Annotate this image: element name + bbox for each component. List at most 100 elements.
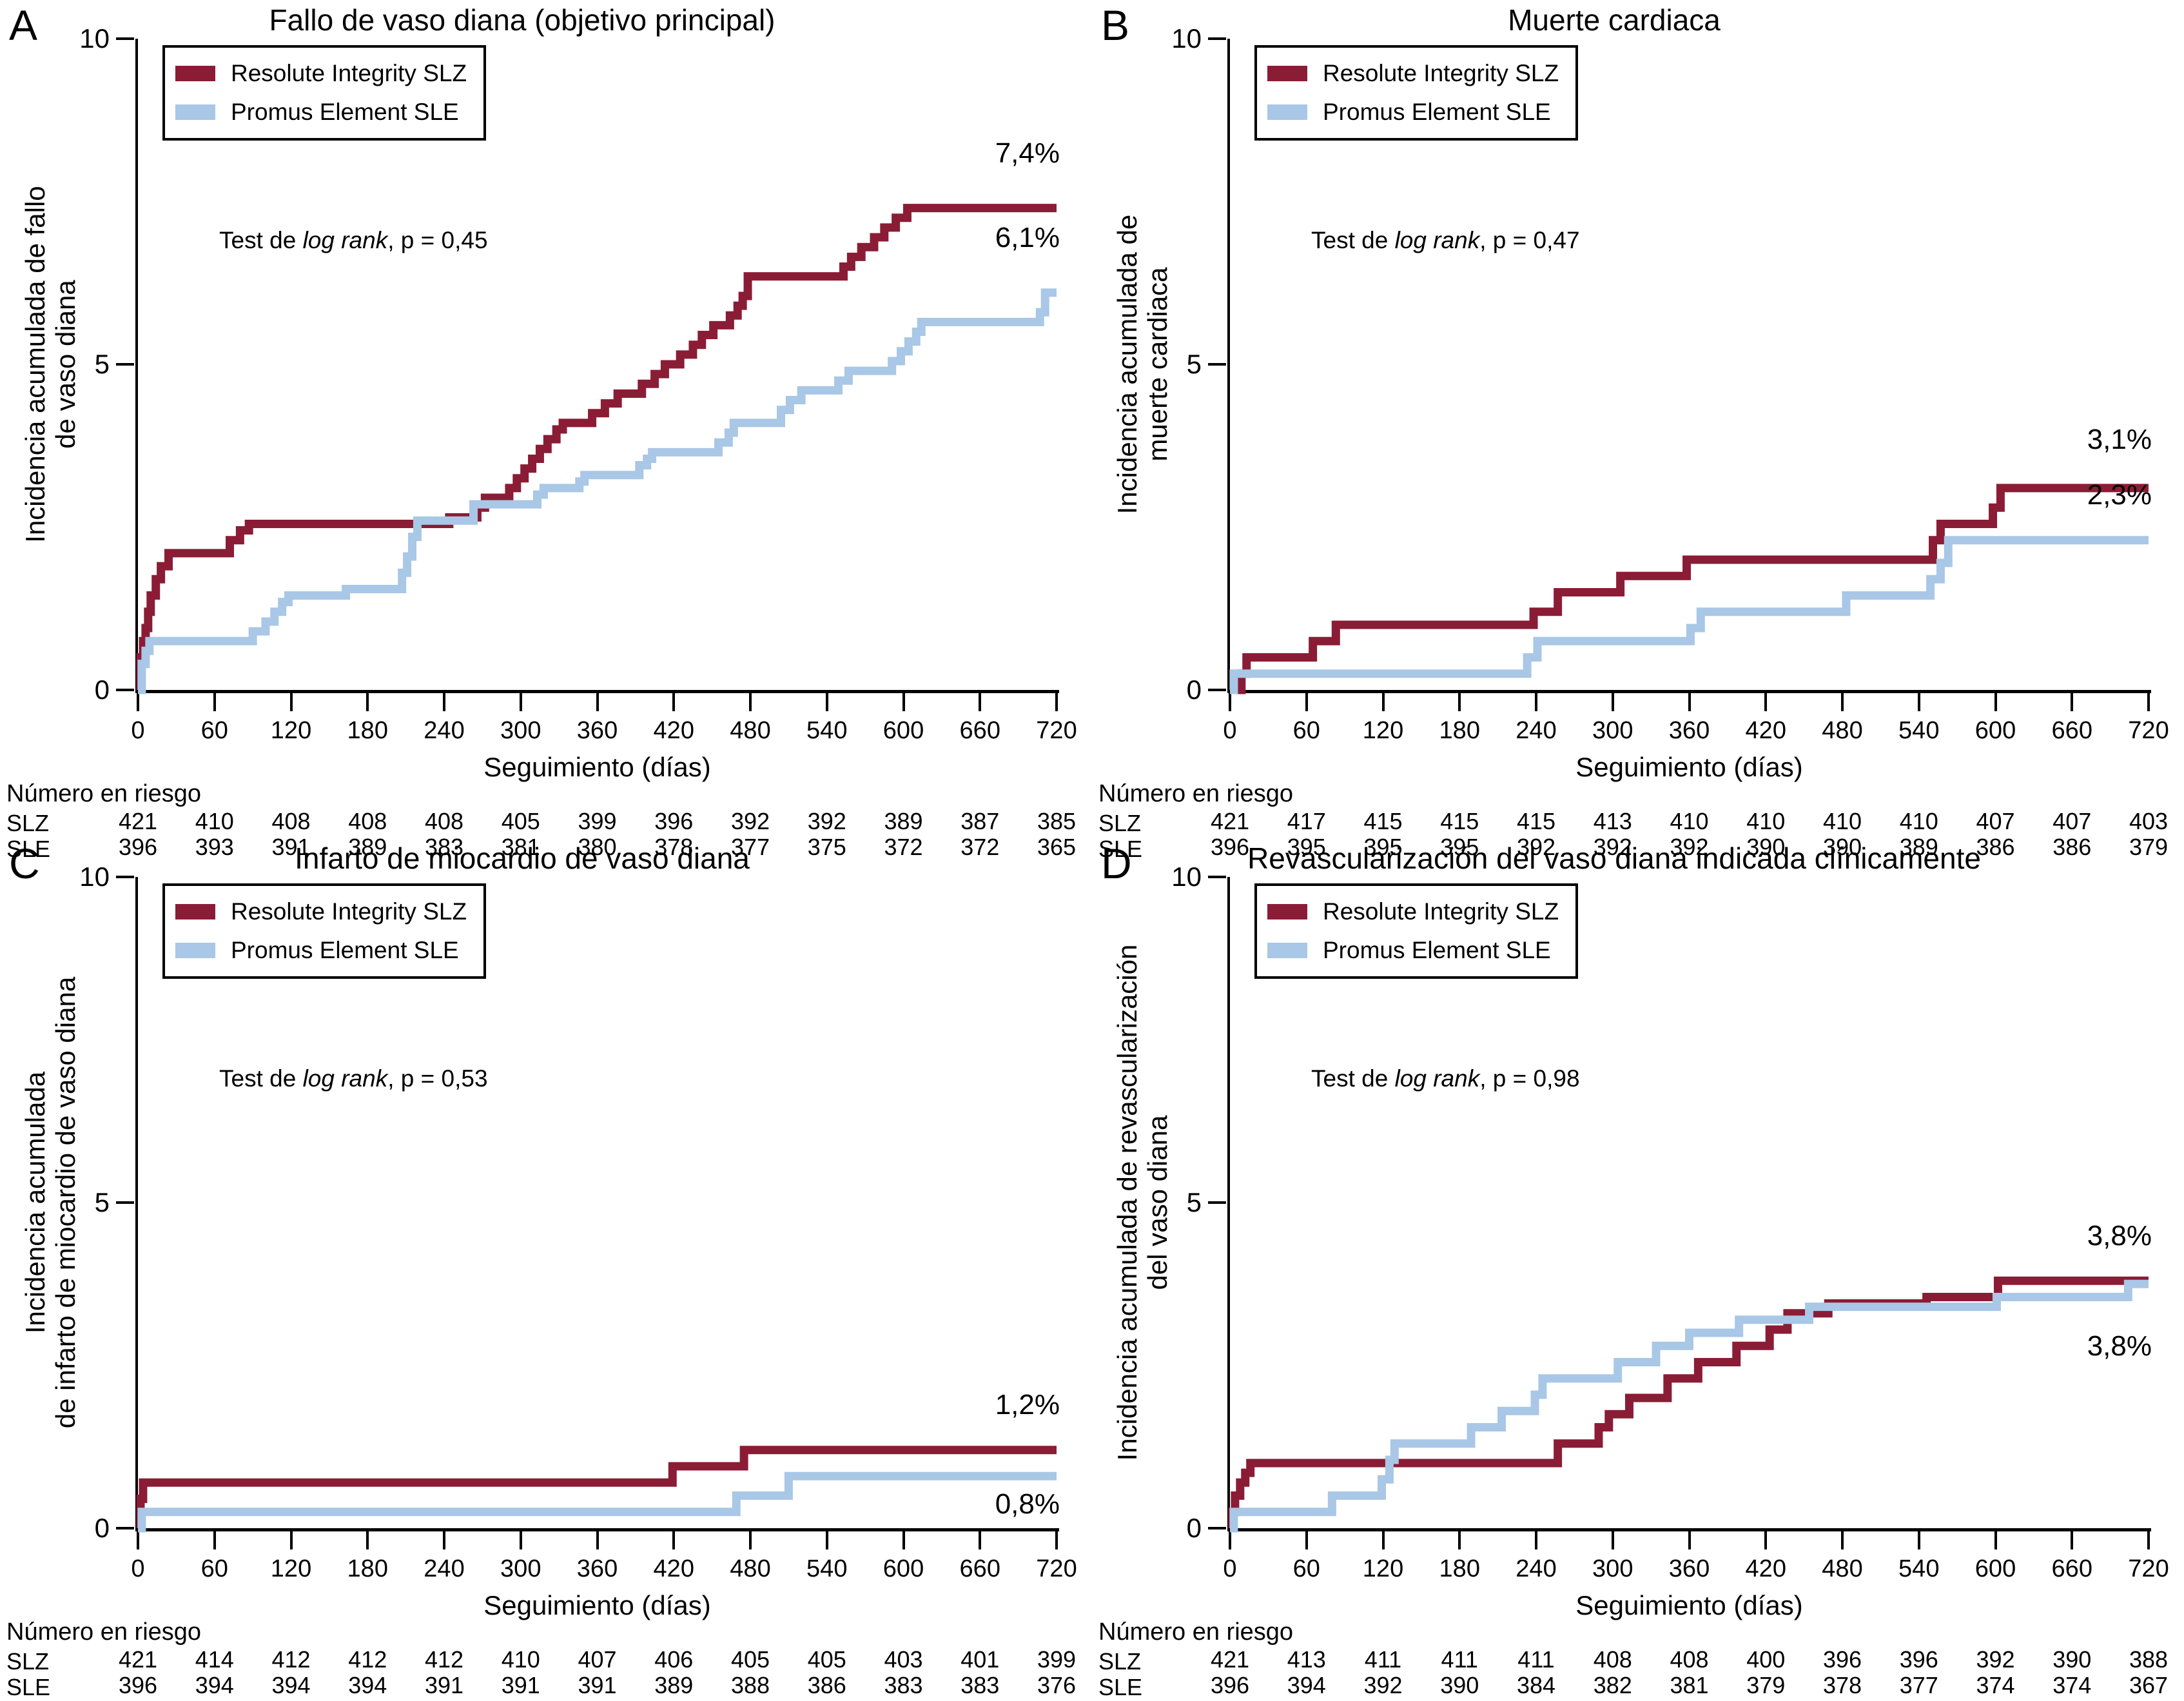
risk-value: 406 — [654, 1646, 694, 1673]
risk-value: 411 — [1517, 1646, 1555, 1673]
x-tick — [1229, 693, 1231, 711]
x-tick-label: 600 — [882, 1555, 924, 1582]
risk-value: 405 — [807, 1646, 846, 1673]
x-tick — [1535, 1531, 1537, 1549]
risk-value: 394 — [195, 1672, 234, 1698]
x-tick — [1458, 1531, 1461, 1549]
x-tick — [1055, 1531, 1058, 1549]
legend-item-slz: Resolute Integrity SLZ — [1267, 892, 1559, 931]
y-tick-label: 0 — [1186, 1513, 1202, 1543]
risk-row-label: SLZ — [6, 810, 50, 836]
legend-swatch-sle — [1267, 943, 1307, 958]
x-tick — [825, 693, 828, 711]
y-tick-label: 10 — [79, 861, 110, 892]
risk-value: 389 — [654, 1672, 694, 1698]
p-value-prefix: Test de — [1311, 227, 1395, 253]
slz-curve — [1230, 484, 2149, 694]
x-axis-line — [135, 690, 1059, 693]
x-tick-label: 180 — [347, 717, 388, 744]
risk-value: 383 — [960, 1672, 1000, 1698]
sle-curve — [137, 288, 1057, 694]
panel-title: Revascularización del vaso diana indicad… — [1247, 841, 1981, 875]
x-axis-title: Seguimiento (días) — [483, 752, 711, 782]
risk-value: 421 — [118, 808, 158, 834]
panel-C: C Infarto de miocardio de vaso diana Incid… — [0, 838, 1092, 1700]
risk-value: 410 — [1746, 808, 1786, 834]
y-tick — [116, 363, 134, 366]
legend: Resolute Integrity SLZ Promus Element SLE — [162, 883, 487, 979]
risk-table-header: Número en riesgo — [6, 780, 202, 807]
risk-value: 390 — [2052, 1646, 2092, 1673]
x-tick-label: 180 — [347, 1555, 388, 1582]
log-rank-p-value: Test de log rank, p = 0,47 — [1311, 227, 1580, 254]
risk-value: 391 — [424, 1672, 464, 1698]
risk-value: 386 — [2052, 834, 2092, 860]
x-tick-label: 360 — [576, 1555, 618, 1582]
legend-item-slz: Resolute Integrity SLZ — [1267, 54, 1559, 93]
risk-row-label: SLE — [6, 836, 51, 862]
sle-curve — [137, 1471, 1057, 1533]
x-tick — [1055, 693, 1058, 711]
x-tick — [1305, 1531, 1308, 1549]
risk-value: 372 — [960, 834, 1000, 860]
risk-value: 389 — [884, 808, 923, 834]
km-curves-C — [136, 1446, 1057, 1533]
risk-value: 421 — [1210, 808, 1250, 834]
x-tick-label: 300 — [500, 1555, 541, 1582]
x-axis-line — [1227, 690, 2151, 693]
x-tick-label: 660 — [2051, 1555, 2092, 1582]
x-tick-label: 240 — [1516, 1555, 1557, 1582]
risk-value: 413 — [1287, 1646, 1326, 1673]
end-label-sle: 3,8% — [2087, 1330, 2152, 1362]
risk-row-label: SLZ — [1098, 810, 1142, 836]
risk-value: 381 — [501, 834, 540, 860]
x-tick-label: 180 — [1439, 1555, 1480, 1582]
risk-value: 405 — [730, 1646, 770, 1673]
y-axis-label-line: Incidencia acumulada de revascularizació… — [1111, 944, 1142, 1461]
legend-item-slz: Resolute Integrity SLZ — [175, 54, 467, 93]
panel-D: D Revascularización del vaso diana indica… — [1092, 838, 2184, 1700]
x-tick — [825, 1531, 828, 1549]
x-tick-label: 420 — [653, 717, 694, 744]
risk-row-label: SLZ — [1098, 1648, 1142, 1675]
risk-value: 375 — [807, 834, 846, 860]
risk-value: 389 — [348, 834, 387, 860]
risk-value: 387 — [960, 808, 1000, 834]
x-tick — [443, 693, 445, 711]
x-tick-label: 480 — [730, 1555, 771, 1582]
x-tick — [1229, 1531, 1231, 1549]
risk-value: 383 — [424, 834, 464, 860]
x-tick — [1611, 693, 1614, 711]
x-tick — [1917, 1531, 1920, 1549]
x-tick-label: 540 — [806, 1555, 848, 1582]
y-axis-line — [135, 39, 138, 690]
risk-row-label: SLZ — [6, 1648, 50, 1675]
x-tick-label: 420 — [653, 1555, 694, 1582]
risk-value: 396 — [118, 1672, 158, 1698]
risk-value: 377 — [1899, 1672, 1938, 1698]
risk-value: 386 — [1976, 834, 2015, 860]
x-axis-title: Seguimiento (días) — [483, 1590, 711, 1620]
x-tick-label: 240 — [424, 1555, 465, 1582]
panel-letter-C: C — [9, 840, 40, 887]
km-curves-D — [1228, 1276, 2149, 1533]
risk-value: 403 — [2129, 808, 2169, 834]
legend-label: Promus Element SLE — [231, 937, 459, 963]
x-tick — [366, 693, 369, 711]
risk-value: 377 — [730, 834, 770, 860]
x-tick — [672, 693, 676, 711]
y-tick — [1208, 876, 1226, 878]
p-value-prefix: Test de — [1311, 1065, 1395, 1092]
risk-value: 394 — [1287, 1672, 1326, 1698]
risk-value: 408 — [1670, 1646, 1709, 1673]
panel-title: Muerte cardiaca — [1508, 3, 1721, 37]
risk-value: 410 — [1822, 808, 1862, 834]
p-value-test-name: log rank — [302, 1065, 388, 1092]
risk-value: 390 — [1440, 1672, 1479, 1698]
x-tick — [1305, 693, 1308, 711]
risk-value: 412 — [271, 1646, 311, 1673]
panel-B: B Muerte cardiaca Incidencia acumulada de m… — [1092, 0, 2184, 862]
log-rank-p-value: Test de log rank, p = 0,53 — [219, 1065, 488, 1092]
x-tick — [2147, 693, 2150, 711]
risk-value: 384 — [1516, 1672, 1556, 1698]
